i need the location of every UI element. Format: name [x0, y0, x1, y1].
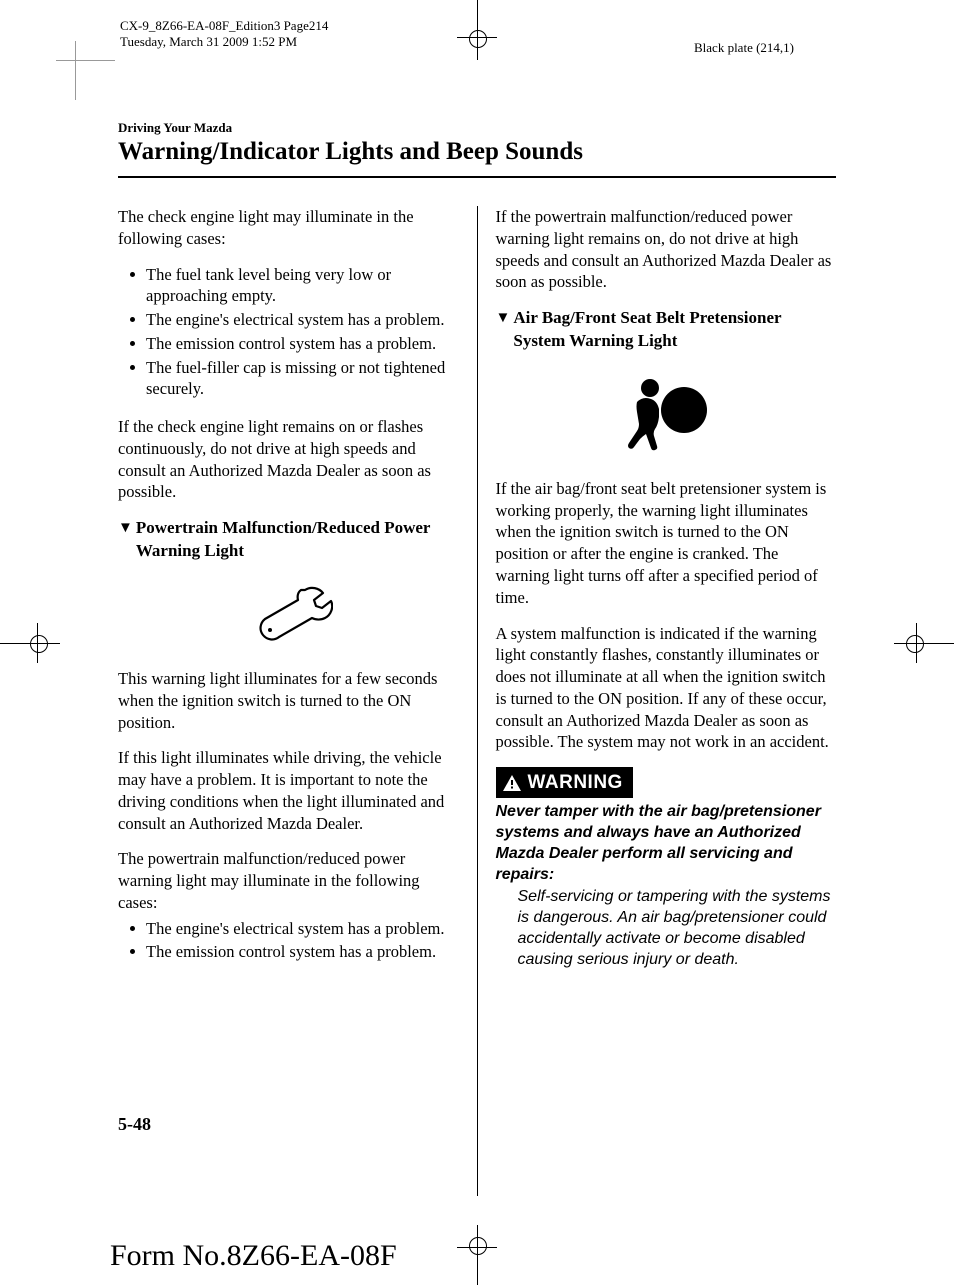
- crop-mark-left: [0, 643, 60, 644]
- crop-mark-bottom: [477, 1225, 478, 1285]
- left-para-2: If the check engine light remains on or …: [118, 416, 459, 503]
- subheading-airbag: ▼ Air Bag/Front Seat Belt Pretensioner S…: [496, 307, 837, 352]
- left-para-4: If this light illuminates while driving,…: [118, 747, 459, 834]
- header-line-1: CX-9_8Z66-EA-08F_Edition3 Page214: [120, 18, 328, 34]
- triangle-marker-icon: ▼: [118, 519, 133, 539]
- form-number: Form No.8Z66-EA-08F: [110, 1239, 397, 1273]
- left-para-5: The powertrain malfunction/reduced power…: [118, 848, 459, 913]
- warning-body: Never tamper with the air bag/pretension…: [496, 802, 837, 970]
- page-content: Driving Your Mazda Warning/Indicator Lig…: [118, 120, 836, 1165]
- list-item: The fuel-filler cap is missing or not ti…: [128, 357, 459, 401]
- left-column: The check engine light may illuminate in…: [118, 206, 477, 1196]
- left-para-3: This warning light illuminates for a few…: [118, 668, 459, 733]
- right-para-3: A system malfunction is indicated if the…: [496, 623, 837, 754]
- subheading-powertrain: ▼ Powertrain Malfunction/Reduced Power W…: [118, 517, 459, 562]
- list-item: The engine's electrical system has a pro…: [128, 309, 459, 331]
- warning-label-text: WARNING: [528, 770, 623, 795]
- crop-corner: [75, 60, 115, 100]
- list-item: The fuel tank level being very low or ap…: [128, 264, 459, 308]
- page-title: Warning/Indicator Lights and Beep Sounds: [118, 138, 836, 166]
- list-item: The engine's electrical system has a pro…: [128, 918, 459, 940]
- warning-label: WARNING: [496, 767, 633, 798]
- list-item: The emission control system has a proble…: [128, 941, 459, 963]
- subheading-text: Powertrain Malfunction/Reduced Power War…: [136, 517, 459, 562]
- wrench-icon: [243, 582, 333, 642]
- plate-label: Black plate (214,1): [694, 40, 794, 56]
- airbag-icon-box: [496, 372, 837, 452]
- crop-mark-top: [477, 0, 478, 60]
- subheading-text: Air Bag/Front Seat Belt Pretensioner Sys…: [513, 307, 836, 352]
- airbag-icon: [621, 372, 711, 452]
- warning-head-text: Never tamper with the air bag/pretension…: [496, 803, 821, 882]
- right-column: If the powertrain malfunction/reduced po…: [477, 206, 837, 1196]
- title-rule: [118, 176, 836, 178]
- page-number: 5-48: [118, 1114, 151, 1135]
- right-para-1: If the powertrain malfunction/reduced po…: [496, 206, 837, 293]
- breadcrumb: Driving Your Mazda: [118, 120, 836, 136]
- wrench-icon-box: [118, 582, 459, 642]
- list-item: The emission control system has a proble…: [128, 333, 459, 355]
- left-intro: The check engine light may illuminate in…: [118, 206, 459, 250]
- crop-mark-right: [894, 643, 954, 644]
- header-meta: CX-9_8Z66-EA-08F_Edition3 Page214 Tuesda…: [120, 18, 328, 49]
- warning-triangle-icon: [502, 774, 522, 792]
- right-para-2: If the air bag/front seat belt pretensio…: [496, 478, 837, 609]
- warning-sub-text: Self-servicing or tampering with the sys…: [496, 887, 837, 970]
- header-line-2: Tuesday, March 31 2009 1:52 PM: [120, 34, 328, 50]
- left-bullets-1: The fuel tank level being very low or ap…: [118, 264, 459, 401]
- triangle-marker-icon: ▼: [496, 309, 511, 329]
- columns: The check engine light may illuminate in…: [118, 206, 836, 1196]
- left-bullets-2: The engine's electrical system has a pro…: [118, 918, 459, 964]
